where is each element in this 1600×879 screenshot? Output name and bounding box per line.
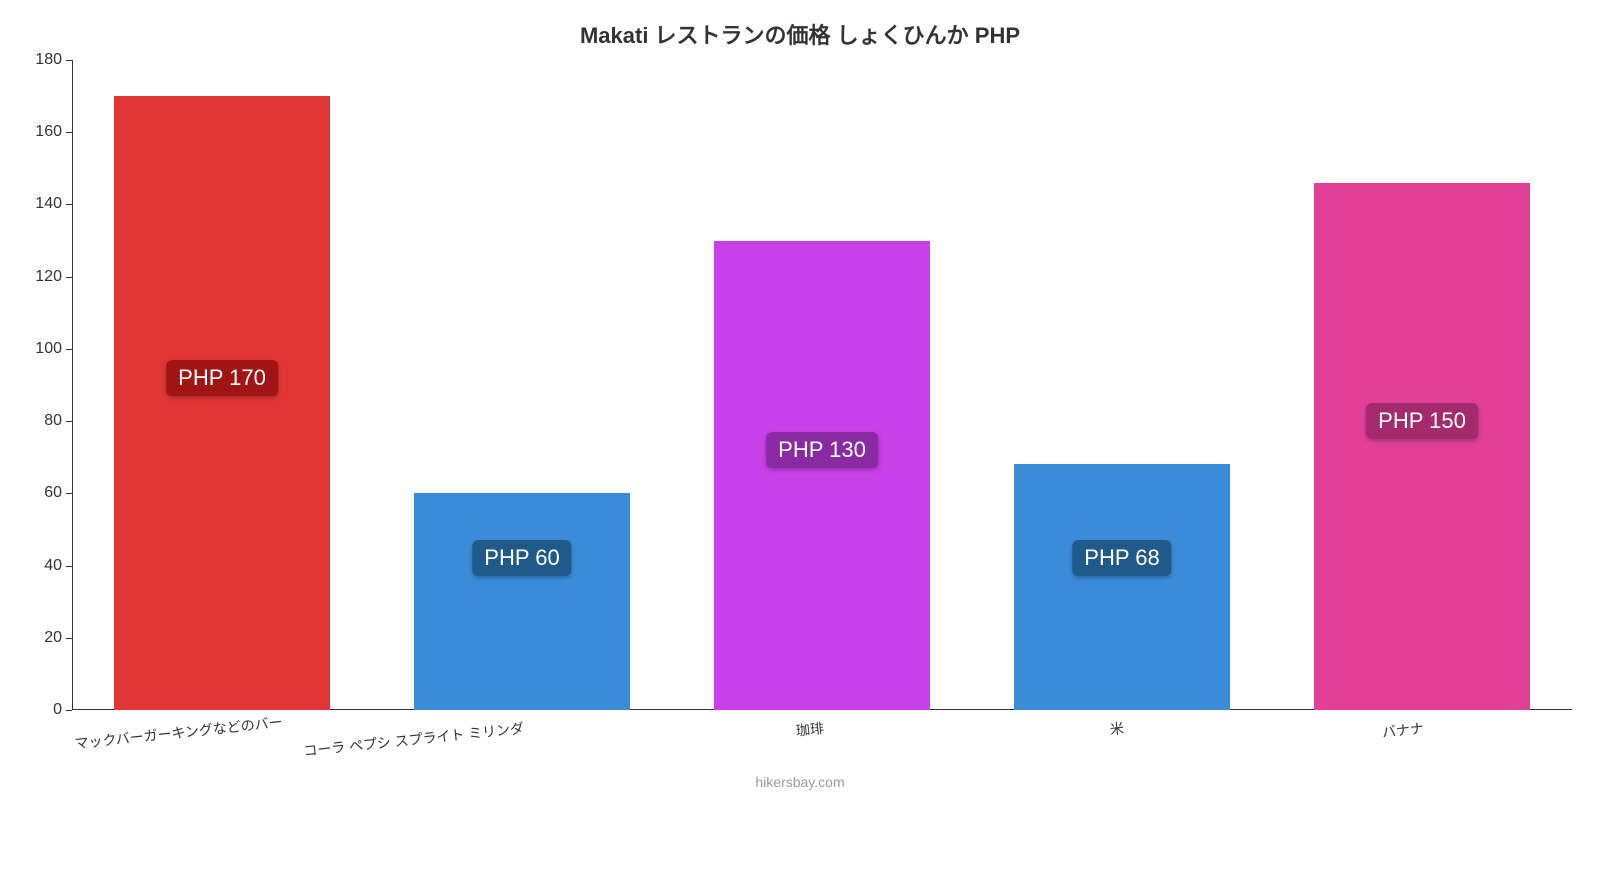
bar: [114, 96, 330, 710]
y-tick-label: 140: [35, 195, 72, 213]
bar: [1314, 183, 1530, 710]
bar: [714, 241, 930, 710]
chart-title: Makati レストランの価格 しょくひんか PHP: [0, 0, 1600, 50]
y-tick-label: 100: [35, 340, 72, 358]
value-badge: PHP 170: [166, 360, 278, 396]
value-badge: PHP 60: [472, 540, 571, 576]
y-tick-label: 60: [44, 484, 72, 502]
plot-area: 020406080100120140160180PHP 170マックバーガーキン…: [72, 60, 1572, 710]
value-badge: PHP 130: [766, 432, 878, 468]
value-badge: PHP 150: [1366, 403, 1478, 439]
y-tick-label: 180: [35, 51, 72, 69]
value-badge: PHP 68: [1072, 540, 1171, 576]
y-tick-label: 120: [35, 268, 72, 286]
bar: [1014, 464, 1230, 710]
y-tick-label: 40: [44, 557, 72, 575]
y-tick-label: 160: [35, 123, 72, 141]
attribution-text: hikersbay.com: [0, 774, 1600, 790]
y-tick-label: 80: [44, 412, 72, 430]
chart-plot-area: 020406080100120140160180PHP 170マックバーガーキン…: [72, 60, 1572, 710]
y-axis-line: [72, 60, 73, 710]
bar: [414, 493, 630, 710]
y-tick-label: 0: [53, 701, 72, 719]
y-tick-label: 20: [44, 629, 72, 647]
